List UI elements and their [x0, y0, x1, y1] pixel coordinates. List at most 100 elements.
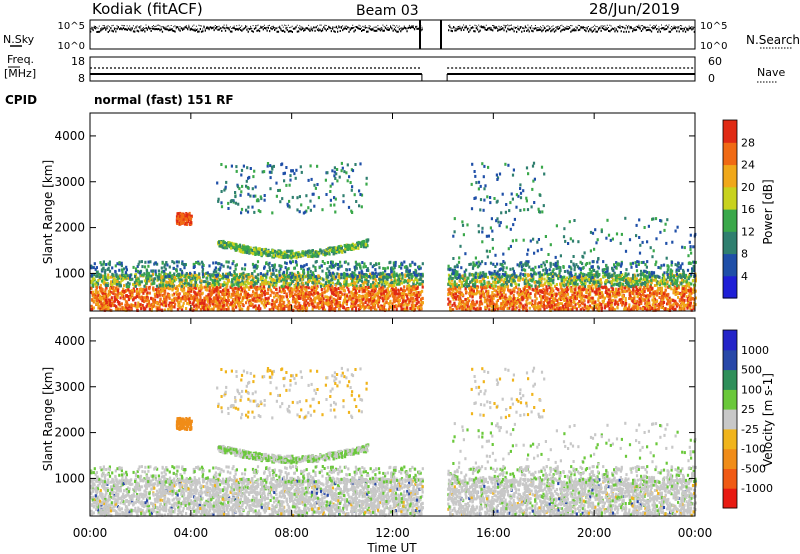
- power-cell: [609, 307, 612, 311]
- power-cell: [347, 288, 350, 292]
- power-cell: [297, 304, 300, 308]
- power-cell: [175, 287, 178, 291]
- power-cell: [166, 295, 169, 299]
- power-cell: [625, 285, 629, 289]
- power-cell: [658, 305, 661, 309]
- power-cell: [618, 273, 621, 277]
- power-cell: [310, 288, 313, 292]
- power-cell: [214, 304, 218, 308]
- power-cell: [184, 299, 187, 302]
- power-cell: [587, 278, 590, 281]
- power-cell: [363, 289, 366, 293]
- power-cell: [659, 290, 662, 294]
- power-cell: [267, 299, 270, 303]
- power-cell: [108, 308, 111, 312]
- power-cell: [190, 273, 193, 277]
- power-cell: [176, 288, 179, 292]
- power-cell: [556, 299, 559, 303]
- power-cell: [135, 278, 138, 282]
- power-cell: [628, 308, 631, 312]
- power-cell: [399, 303, 402, 306]
- power-cell: [617, 302, 620, 306]
- power-cell: [607, 280, 610, 284]
- power-cell: [574, 288, 577, 292]
- power-cell: [481, 290, 485, 294]
- power-cell: [609, 290, 612, 294]
- power-cell: [364, 301, 367, 304]
- noise-left-tick-top: 10^5: [58, 21, 85, 32]
- power-cell: [247, 286, 251, 290]
- power-cell: [471, 302, 474, 306]
- power-cell: [540, 283, 543, 287]
- power-cell: [571, 290, 574, 294]
- power-cell: [624, 299, 627, 303]
- power-cell: [231, 287, 234, 291]
- power-cell: [601, 286, 604, 290]
- power-cell: [466, 301, 469, 305]
- power-cell: [633, 295, 636, 299]
- power-cell: [235, 305, 238, 309]
- power-cell: [334, 291, 337, 295]
- power-cell: [523, 294, 526, 298]
- power-cell: [502, 306, 505, 310]
- power-cell: [227, 299, 230, 302]
- power-cell: [161, 275, 164, 279]
- power-cell: [213, 279, 217, 283]
- power-cell: [416, 281, 419, 285]
- power-cell: [291, 300, 294, 304]
- power-cell: [458, 286, 461, 290]
- power-cell: [249, 275, 252, 279]
- power-cell: [312, 281, 315, 285]
- power-cell: [617, 291, 620, 295]
- power-cell: [485, 290, 488, 294]
- power-cell: [563, 278, 566, 282]
- power-cell: [252, 276, 255, 280]
- power-cell: [569, 289, 573, 293]
- power-cell: [538, 301, 541, 305]
- power-cell: [332, 299, 335, 303]
- power-cell: [627, 281, 630, 285]
- power-cell: [660, 282, 663, 286]
- power-cell: [166, 280, 169, 284]
- power-cell: [237, 293, 240, 297]
- power-cell: [486, 281, 489, 285]
- power-cell: [643, 278, 647, 281]
- power-cell: [601, 299, 604, 303]
- power-cell: [528, 285, 531, 289]
- power-cell: [662, 292, 665, 296]
- power-cell: [337, 282, 340, 286]
- power-cell: [312, 277, 315, 281]
- power-cell: [223, 303, 226, 307]
- power-cell: [211, 278, 214, 282]
- power-cell: [222, 307, 226, 311]
- power-cell: [583, 303, 586, 307]
- power-cell: [254, 294, 257, 298]
- power-cell: [122, 295, 125, 299]
- power-cell: [624, 278, 628, 282]
- power-cell: [173, 279, 176, 283]
- power-cell: [668, 303, 671, 307]
- power-cell: [379, 306, 382, 310]
- power-cell: [685, 295, 688, 299]
- power-cell: [643, 294, 646, 298]
- power-cell: [398, 299, 401, 302]
- power-cell: [171, 281, 174, 285]
- power-cell: [406, 306, 409, 310]
- power-cell: [573, 278, 576, 282]
- power-cell: [343, 280, 346, 284]
- power-cell: [412, 303, 416, 307]
- power-cell: [285, 292, 288, 296]
- power-cell: [470, 291, 473, 295]
- power-cell: [644, 284, 648, 287]
- power-cell: [136, 308, 139, 312]
- power-cell: [302, 306, 305, 310]
- power-cell: [149, 277, 152, 281]
- power-cell: [507, 298, 511, 302]
- power-cell: [177, 304, 180, 308]
- power-cell: [484, 305, 487, 309]
- power-cell: [132, 282, 135, 286]
- power-cell: [529, 292, 532, 296]
- power-cell: [551, 279, 554, 283]
- power-cell: [239, 283, 242, 287]
- power-cell: [353, 304, 356, 308]
